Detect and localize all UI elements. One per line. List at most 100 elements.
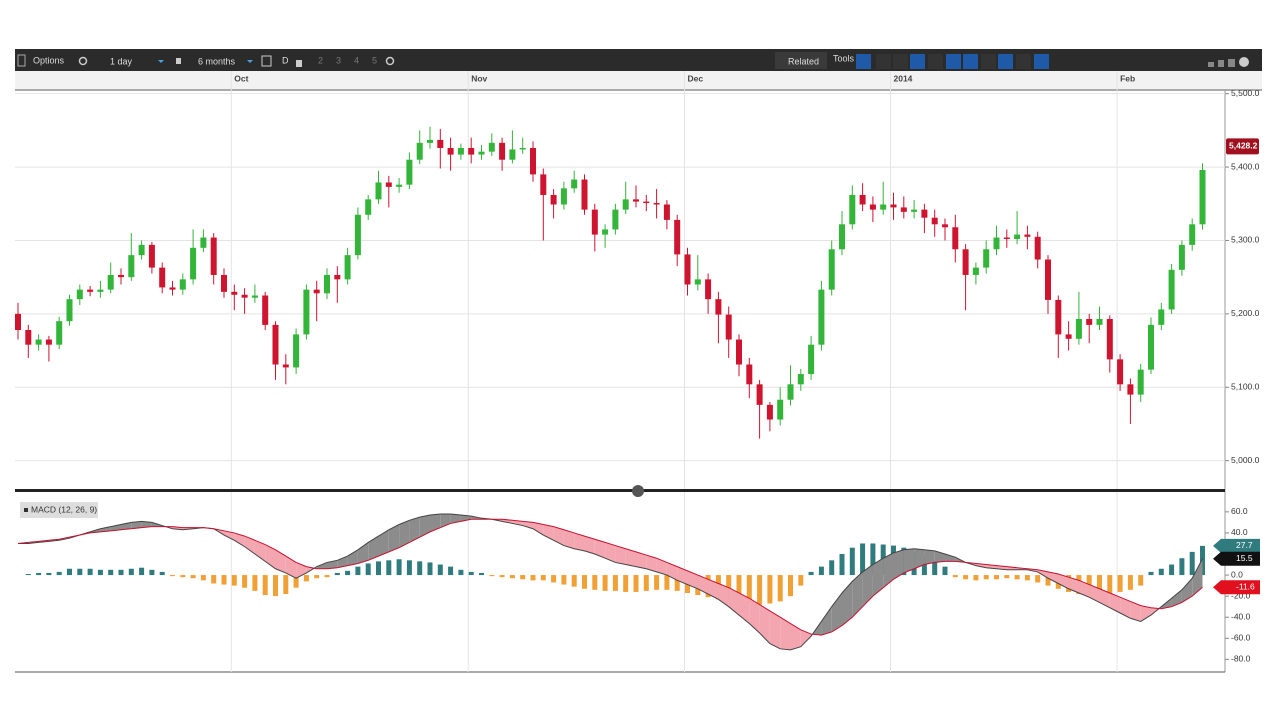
candle-body	[602, 229, 609, 235]
histogram-bar	[870, 543, 876, 576]
macd-fill	[1171, 589, 1182, 607]
histogram-bar	[67, 568, 72, 576]
candle-body	[859, 194, 866, 205]
histogram-bar	[56, 571, 62, 576]
candle-body	[509, 149, 516, 160]
candle-body	[447, 147, 454, 155]
histogram-bar	[602, 575, 608, 591]
candle-body	[1045, 259, 1051, 300]
candle-body	[303, 289, 310, 335]
layout-4[interactable]: 4	[354, 55, 359, 65]
histogram-bar	[509, 575, 515, 579]
macd-fill	[388, 524, 400, 552]
menu-icon[interactable]	[17, 54, 26, 67]
x-tick-label: Feb	[1120, 73, 1135, 83]
candle-body	[416, 142, 423, 160]
related-button-bg[interactable]	[775, 52, 827, 69]
histogram-bar	[77, 568, 83, 576]
tool-icon[interactable]	[1016, 54, 1031, 69]
interval-select[interactable]: 1 day	[110, 56, 133, 66]
histogram-bar	[437, 564, 443, 576]
histogram-bar	[118, 569, 124, 576]
tool-icon[interactable]	[946, 54, 961, 69]
candle-body	[560, 188, 567, 205]
divider-handle[interactable]	[632, 485, 644, 497]
settings-icon[interactable]	[78, 56, 88, 66]
macd-fill	[574, 532, 585, 551]
histogram-bar	[767, 575, 773, 604]
layout-2[interactable]: 2	[318, 55, 323, 65]
candle-body	[869, 204, 876, 210]
histogram-bar	[211, 575, 217, 584]
related-button[interactable]: Related	[788, 56, 819, 66]
histogram-bar	[746, 575, 752, 604]
histogram-bar	[36, 572, 42, 576]
window-icon[interactable]	[1218, 60, 1224, 67]
candle-body	[591, 209, 598, 235]
candle-body	[550, 194, 557, 205]
tool-icon[interactable]	[910, 54, 925, 69]
histogram-bar	[468, 571, 474, 576]
calendar-icon[interactable]	[261, 55, 272, 67]
layout-3[interactable]: 3	[336, 55, 341, 65]
candle-body	[571, 179, 578, 189]
dropdown-arrow[interactable]	[158, 60, 164, 63]
tool-icon[interactable]	[876, 54, 891, 69]
histogram-bar	[1138, 575, 1144, 586]
macd-fill	[234, 532, 245, 547]
settings-icon[interactable]	[385, 56, 395, 66]
options-button[interactable]: Options	[33, 55, 65, 65]
histogram-bar	[818, 566, 824, 576]
layout-icon[interactable]	[296, 60, 302, 67]
range-select[interactable]: 6 months	[198, 56, 236, 66]
candle-body	[663, 204, 670, 220]
macd-fill	[749, 598, 760, 634]
tool-icon[interactable]	[963, 54, 978, 69]
indicator-legend[interactable]	[20, 502, 98, 518]
candle-body	[1055, 299, 1062, 335]
mode-button[interactable]: D	[282, 55, 289, 65]
histogram-bar	[808, 571, 814, 576]
macd-fill	[1181, 578, 1193, 603]
tool-icon[interactable]	[981, 54, 996, 69]
window-icon[interactable]	[1208, 62, 1214, 67]
candle-body	[231, 291, 238, 295]
candle-body	[107, 274, 114, 290]
lock-icon[interactable]	[176, 58, 181, 64]
layout-5[interactable]: 5	[372, 55, 377, 65]
histogram-bar	[376, 561, 381, 576]
tool-icon[interactable]	[928, 54, 943, 69]
histogram-bar	[365, 563, 371, 576]
candle-body	[962, 249, 969, 275]
dropdown-arrow[interactable]	[247, 60, 253, 63]
candle-body	[818, 289, 825, 345]
search-icon[interactable]	[1239, 57, 1249, 67]
candle-body	[488, 142, 495, 152]
panel-divider[interactable]	[15, 489, 1225, 492]
macd-fill	[100, 526, 111, 532]
histogram-bar	[1127, 575, 1133, 590]
histogram-bar	[489, 575, 495, 577]
tool-icon[interactable]	[856, 54, 871, 69]
candle-body	[839, 224, 845, 250]
candle-body	[694, 279, 701, 285]
candle-body	[1034, 236, 1041, 260]
tool-icon[interactable]	[1034, 54, 1049, 69]
macd-fill	[759, 604, 770, 644]
candle-body	[540, 174, 547, 195]
histogram-bar	[46, 572, 52, 576]
candle-body	[1189, 224, 1196, 245]
histogram-bar	[314, 575, 320, 579]
histogram-bar	[643, 575, 649, 591]
value-tag-label: -11.6	[1236, 582, 1255, 592]
tool-icon[interactable]	[893, 54, 908, 69]
candle-body	[313, 289, 320, 294]
histogram-bar	[499, 575, 505, 578]
candle-body	[777, 399, 784, 420]
candle-body	[1178, 244, 1185, 270]
window-icon[interactable]	[1228, 59, 1235, 67]
histogram-bar	[479, 572, 484, 576]
histogram-bar	[448, 566, 454, 576]
candle-body	[169, 287, 176, 290]
tool-icon[interactable]	[998, 54, 1013, 69]
